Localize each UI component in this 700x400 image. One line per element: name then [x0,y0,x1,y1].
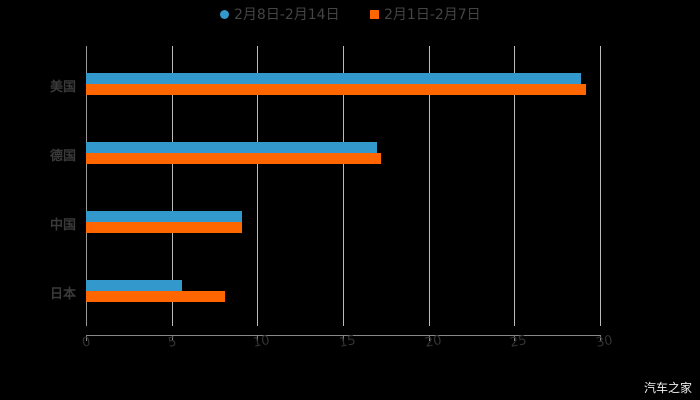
x-tick [257,335,259,341]
x-tick [514,335,516,341]
y-axis-line [86,46,87,326]
bar[interactable] [86,73,582,84]
plot-area [86,46,601,326]
circle-marker-icon [220,9,229,19]
legend-label: 2月1日-2月7日 [384,7,481,23]
gridline [171,46,173,326]
x-tick [171,335,173,341]
x-tick [428,335,430,341]
category-label: 日本 [50,287,77,302]
gridline [343,46,344,326]
x-tick-label: 5 [166,334,178,351]
bar[interactable] [86,84,587,95]
x-tick-label: 20 [423,333,443,351]
square-marker-icon [370,9,379,19]
legend-label: 2月8日-2月14日 [234,7,340,23]
x-tick [343,335,344,341]
category-label: 德国 [50,149,77,164]
gridline [514,46,516,326]
x-tick-label: 30 [595,333,614,351]
legend-item-week1[interactable]: 2月1日-2月7日 [370,4,481,24]
bar[interactable] [86,211,242,222]
x-tick-label: 0 [81,334,92,351]
category-label: 中国 [50,218,77,233]
legend-item-week2[interactable]: 2月8日-2月14日 [220,4,340,24]
chart-legend: 2月8日-2月14日 2月1日-2月7日 [0,4,700,24]
x-tick-label: 10 [252,333,272,351]
gridline [600,46,601,326]
x-tick-label: 25 [509,333,529,351]
gridline [257,46,259,326]
x-tick [86,335,87,341]
gridline [428,46,430,326]
bar[interactable] [86,280,182,291]
bar[interactable] [86,142,378,153]
bar[interactable] [86,291,225,302]
x-tick-label: 15 [338,333,357,351]
bar[interactable] [86,222,242,233]
watermark: 汽车之家 [643,381,692,395]
x-tick [600,335,601,341]
category-label: 美国 [50,80,77,95]
bar[interactable] [86,153,381,164]
